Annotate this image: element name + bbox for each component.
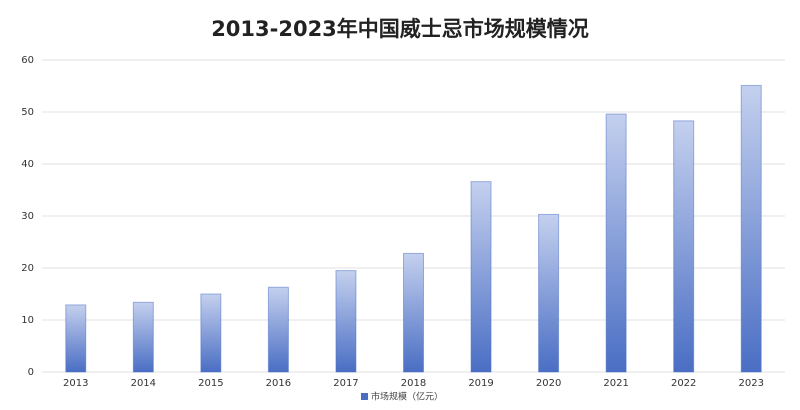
x-tick-label: 2014	[131, 378, 156, 389]
x-tick-label: 2019	[468, 378, 493, 389]
chart-title: 2013-2023年中国威士忌市场规模情况	[211, 17, 589, 41]
x-tick-label: 2017	[333, 378, 358, 389]
y-tick-label: 30	[21, 211, 34, 222]
x-tick-label: 2013	[63, 378, 88, 389]
x-tick-label: 2015	[198, 378, 223, 389]
y-tick-label: 40	[21, 159, 34, 170]
x-tick-label: 2018	[401, 378, 426, 389]
bar	[267, 286, 289, 373]
x-tick-label: 2022	[671, 378, 696, 389]
y-tick-label: 0	[28, 367, 34, 378]
y-tick-label: 10	[21, 315, 34, 326]
x-tick-label: 2023	[739, 378, 764, 389]
bar	[65, 304, 87, 373]
bar	[538, 213, 560, 373]
bar	[132, 301, 154, 373]
x-tick-label: 2021	[603, 378, 628, 389]
legend-swatch	[361, 393, 368, 400]
y-tick-label: 50	[21, 107, 34, 118]
x-tick-label: 2016	[266, 378, 291, 389]
legend-label: 市场规模（亿元）	[371, 391, 443, 403]
bar	[673, 120, 695, 373]
bar	[605, 113, 627, 373]
y-tick-label: 20	[21, 263, 34, 274]
y-tick-label: 60	[21, 55, 34, 66]
bar	[470, 181, 492, 373]
bar	[740, 84, 762, 373]
bar	[200, 293, 222, 373]
bar	[335, 270, 357, 373]
bar	[403, 252, 424, 373]
x-tick-label: 2020	[536, 378, 561, 389]
